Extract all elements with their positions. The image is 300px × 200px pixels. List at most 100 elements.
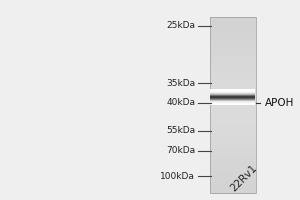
Bar [210, 185, 256, 187]
Bar [210, 127, 256, 130]
Bar [210, 72, 256, 74]
Bar [210, 120, 256, 123]
Text: 55kDa: 55kDa [166, 126, 195, 135]
Bar [211, 96, 255, 97]
Bar [210, 50, 256, 52]
Bar [210, 28, 256, 30]
Bar [211, 97, 255, 98]
Bar [210, 138, 256, 141]
Bar [211, 103, 255, 104]
Bar [210, 21, 256, 24]
Bar [210, 19, 256, 21]
Bar [210, 23, 256, 26]
Text: 25kDa: 25kDa [166, 21, 195, 30]
Bar [210, 94, 256, 97]
Text: 35kDa: 35kDa [166, 79, 195, 88]
Bar [211, 104, 255, 105]
Bar [210, 48, 256, 50]
Text: 100kDa: 100kDa [160, 172, 195, 181]
Bar [210, 173, 256, 176]
Bar [211, 94, 255, 95]
Bar [211, 103, 255, 104]
Bar [211, 89, 255, 90]
Bar [211, 91, 255, 92]
Bar [211, 102, 255, 103]
Bar [210, 187, 256, 189]
Bar [210, 30, 256, 32]
Bar [210, 43, 256, 46]
Bar [210, 78, 256, 81]
Bar [211, 92, 255, 93]
Bar [211, 96, 255, 97]
Bar [210, 41, 256, 43]
Bar [210, 140, 256, 143]
Text: 22Rv1: 22Rv1 [229, 163, 259, 193]
Bar [210, 101, 256, 103]
Bar [210, 89, 256, 92]
Bar [210, 116, 256, 119]
Bar [210, 176, 256, 178]
Bar [211, 100, 255, 101]
Bar [210, 151, 256, 154]
Bar [210, 74, 256, 77]
Bar [210, 17, 256, 193]
Text: 70kDa: 70kDa [166, 146, 195, 155]
Bar [210, 167, 256, 169]
Bar [210, 103, 256, 105]
Bar [211, 101, 255, 102]
Bar [210, 143, 256, 145]
Bar [210, 98, 256, 101]
Bar [210, 109, 256, 112]
Bar [210, 39, 256, 41]
Bar [210, 156, 256, 158]
Bar [210, 56, 256, 59]
Bar [211, 95, 255, 96]
Bar [210, 145, 256, 147]
Bar [210, 34, 256, 37]
Bar [210, 154, 256, 156]
Bar [210, 118, 256, 121]
Bar [210, 149, 256, 152]
Bar [210, 54, 256, 57]
Bar [210, 189, 256, 192]
Bar [210, 180, 256, 183]
Bar [210, 61, 256, 63]
Bar [210, 160, 256, 163]
Bar [211, 91, 255, 92]
Bar [210, 45, 256, 48]
Bar [210, 134, 256, 136]
Bar [210, 178, 256, 180]
Bar [210, 171, 256, 174]
Text: APOH: APOH [265, 98, 294, 108]
Bar [211, 90, 255, 91]
Bar [211, 98, 255, 99]
Bar [210, 114, 256, 116]
Bar [210, 25, 256, 28]
Bar [210, 81, 256, 83]
Bar [210, 162, 256, 165]
Bar [210, 36, 256, 39]
Bar [210, 123, 256, 125]
Bar [210, 131, 256, 134]
Bar [210, 165, 256, 167]
Bar [210, 191, 256, 194]
Bar [211, 99, 255, 100]
Bar [211, 93, 255, 94]
Bar [210, 92, 256, 94]
Bar [210, 87, 256, 90]
Bar [210, 67, 256, 70]
Bar [210, 65, 256, 68]
Bar [210, 125, 256, 127]
Bar [210, 182, 256, 185]
Bar [211, 98, 255, 99]
Bar [210, 70, 256, 72]
Bar [210, 85, 256, 88]
Bar [210, 129, 256, 132]
Bar [210, 63, 256, 66]
Text: 40kDa: 40kDa [166, 98, 195, 107]
Bar [210, 169, 256, 172]
Bar [211, 101, 255, 102]
Bar [210, 52, 256, 55]
Bar [211, 93, 255, 94]
Bar [210, 112, 256, 114]
